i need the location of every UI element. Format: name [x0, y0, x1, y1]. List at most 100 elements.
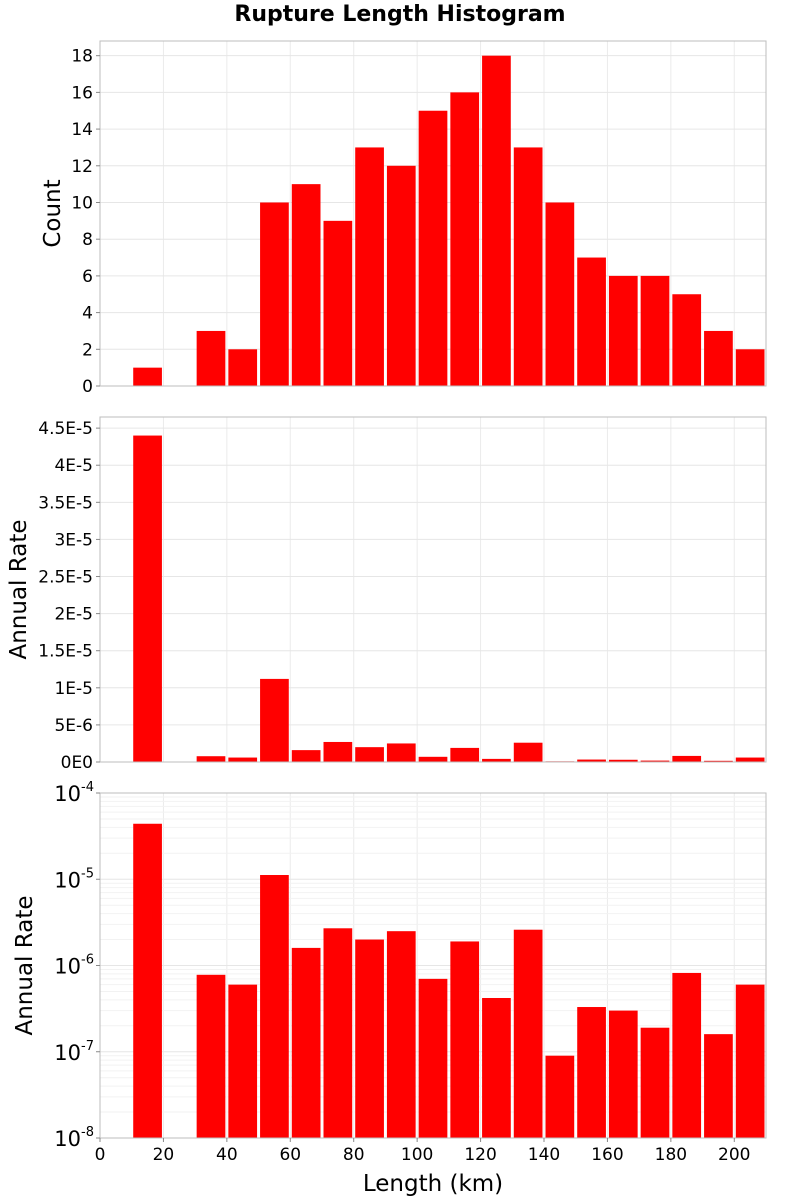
histogram-bar: [291, 184, 321, 386]
histogram-bar: [260, 678, 289, 762]
y-tick-label: 18: [71, 47, 93, 67]
histogram-bar: [513, 147, 543, 386]
y-tick-label: 10-7: [54, 1039, 94, 1065]
y-tick-label: 3.5E-5: [38, 493, 93, 513]
y-tick-label: 2E-5: [54, 605, 93, 625]
histogram-bar: [513, 742, 543, 762]
x-tick-label: 0: [95, 1145, 106, 1165]
histogram-bar: [577, 759, 606, 762]
y-tick-label: 10-6: [54, 953, 94, 979]
histogram-bar: [133, 823, 162, 1138]
histogram-bar: [260, 875, 289, 1138]
histogram-bar: [735, 984, 765, 1138]
histogram-bar: [196, 330, 226, 386]
y-tick-label: 4: [82, 304, 93, 324]
histogram-bar: [450, 92, 480, 386]
y-tick-label: 8: [82, 230, 93, 250]
histogram-bar: [513, 929, 543, 1138]
histogram-bar: [355, 939, 384, 1138]
y-tick-label: 10-8: [54, 1125, 94, 1151]
chart-title: Rupture Length Histogram: [234, 2, 566, 27]
y-tick-label: 0E0: [61, 753, 93, 773]
histogram-bar: [608, 759, 638, 762]
histogram-bar: [640, 275, 670, 386]
y-tick-label: 10: [71, 193, 93, 213]
histogram-bar: [672, 972, 702, 1138]
histogram-bar: [386, 165, 416, 386]
histogram-bar: [482, 758, 511, 762]
histogram-bar: [735, 757, 765, 762]
histogram-bar: [386, 743, 416, 762]
x-tick-label: 60: [279, 1145, 301, 1165]
y-tick-label: 2.5E-5: [38, 568, 93, 588]
histogram-bar: [228, 984, 258, 1138]
histogram-bar: [355, 147, 384, 386]
histogram-bar: [450, 941, 480, 1138]
y-tick-label: 1E-5: [54, 679, 93, 699]
histogram-bar: [418, 110, 448, 386]
y-tick-label: 0: [82, 377, 93, 397]
histogram-bar: [291, 750, 321, 762]
histogram-bar: [577, 1007, 606, 1138]
y-tick-label: 14: [71, 120, 93, 140]
histogram-bar: [482, 997, 511, 1138]
histogram-bar: [640, 760, 670, 762]
x-tick-label: 20: [153, 1145, 175, 1165]
y-tick-label: 12: [71, 157, 93, 177]
histogram-bar: [704, 760, 733, 762]
y-tick-label: 6: [82, 267, 93, 287]
histogram-bar: [228, 349, 258, 386]
y-tick-label: 4E-5: [54, 456, 93, 476]
y-tick-label: 2: [82, 340, 93, 360]
histogram-bar: [482, 55, 511, 387]
histogram-bar: [704, 330, 733, 386]
histogram-bar: [418, 978, 448, 1138]
y-axis-title: Annual Rate: [12, 896, 38, 1036]
histogram-bar: [545, 202, 575, 386]
histogram-bar: [196, 974, 226, 1138]
histogram-bar: [608, 1010, 638, 1138]
x-tick-label: 140: [528, 1145, 560, 1165]
histogram-bar: [640, 1027, 670, 1138]
histogram-bar: [323, 741, 353, 762]
y-tick-label: 5E-6: [54, 716, 93, 736]
histogram-bar: [291, 947, 321, 1138]
y-tick-label: 3E-5: [54, 530, 93, 550]
histogram-bar: [450, 747, 480, 762]
histogram-bar: [672, 755, 702, 762]
histogram-bar: [355, 747, 384, 762]
plot-frame: [99, 416, 767, 763]
x-tick-label: 120: [464, 1145, 496, 1165]
x-tick-label: 160: [591, 1145, 623, 1165]
histogram-bar: [735, 349, 765, 386]
histogram-bar: [133, 435, 162, 762]
y-tick-label: 1.5E-5: [38, 642, 93, 662]
histogram-bar: [323, 928, 353, 1138]
histogram-bar: [196, 756, 226, 762]
y-tick-label: 4.5E-5: [38, 419, 93, 439]
histogram-bar: [228, 757, 258, 762]
histogram-bar: [577, 257, 606, 386]
histogram-bar: [545, 1055, 575, 1138]
x-axis-title: Length (km): [363, 1171, 503, 1197]
histogram-bar: [323, 220, 353, 386]
histogram-bar: [608, 275, 638, 386]
histogram-bar: [672, 294, 702, 386]
x-tick-label: 100: [401, 1145, 433, 1165]
histogram-bar: [133, 367, 162, 386]
y-tick-label: 16: [71, 83, 93, 103]
x-tick-label: 180: [655, 1145, 687, 1165]
x-tick-label: 200: [718, 1145, 750, 1165]
y-tick-label: 10-4: [54, 780, 94, 806]
histogram-bar: [418, 756, 448, 762]
x-tick-label: 40: [216, 1145, 238, 1165]
histogram-bar: [260, 202, 289, 386]
histogram-bar: [704, 1034, 733, 1138]
histogram-bar: [386, 931, 416, 1138]
y-tick-label: 10-5: [54, 866, 94, 892]
x-tick-label: 80: [343, 1145, 365, 1165]
y-axis-title: Count: [40, 179, 66, 247]
y-axis-title: Annual Rate: [6, 520, 32, 660]
